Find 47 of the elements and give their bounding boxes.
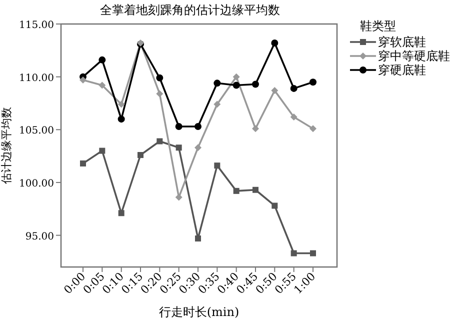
point [252, 80, 259, 88]
point [156, 138, 163, 144]
y-tick-label: 105.00 [19, 126, 54, 137]
chart-title: 全掌着地刻踝角的估计边缘平均数 [100, 3, 280, 17]
point [310, 125, 316, 132]
y-tick-label: 100.00 [19, 178, 54, 190]
point [99, 148, 106, 154]
point [118, 100, 125, 108]
point [290, 84, 298, 92]
legend-title: 鞋类型 [360, 19, 396, 33]
point [214, 80, 221, 87]
point [252, 125, 259, 132]
y-tick-label: 115.00 [19, 20, 54, 31]
point [232, 73, 240, 80]
y-axis-title: 估计边缘平均数 [0, 107, 13, 184]
point [118, 116, 125, 123]
point [175, 122, 182, 130]
legend-label: 穿软底鞋 [378, 35, 426, 49]
point [271, 87, 278, 94]
point [214, 162, 220, 169]
point [138, 152, 144, 158]
point [271, 40, 278, 47]
legend-label: 穿中等硬底鞋 [378, 49, 450, 63]
point [252, 186, 258, 193]
point [194, 144, 202, 152]
point [80, 76, 86, 84]
point [290, 113, 298, 120]
point [310, 78, 316, 86]
point [233, 188, 240, 194]
point [98, 82, 106, 89]
x-axis-title: 行走时长(min) [158, 305, 240, 319]
point [98, 56, 106, 64]
point [232, 82, 240, 89]
point [156, 90, 164, 98]
point [80, 160, 86, 166]
y-tick-label: 95.00 [25, 231, 54, 242]
legend-label: 穿硬底鞋 [378, 63, 426, 77]
point [272, 202, 278, 209]
point [195, 235, 201, 242]
point [310, 250, 316, 256]
point [118, 210, 124, 216]
y-tick-label: 110.00 [19, 72, 54, 84]
point [194, 122, 202, 130]
point [214, 100, 221, 108]
point [176, 144, 182, 151]
point [156, 74, 164, 82]
point [290, 250, 297, 256]
